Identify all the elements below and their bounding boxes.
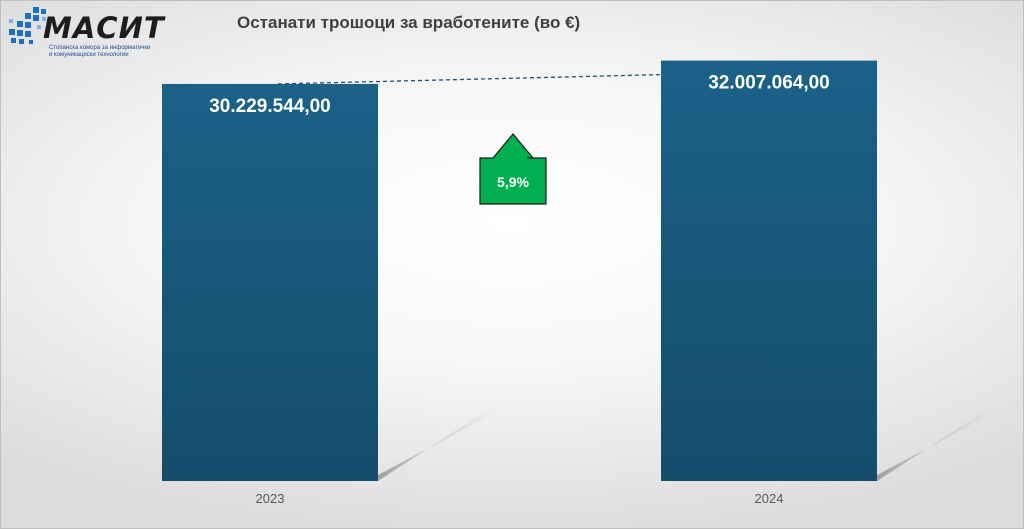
growth-up-arrow-icon — [479, 133, 547, 205]
x-tick-label: 2023 — [256, 491, 285, 506]
bar-value-label: 30.229.544,00 — [209, 96, 331, 117]
logo-mark-icon — [9, 7, 46, 44]
logo-subtitle-line2: и комуникациски технологии — [49, 52, 129, 58]
logo-wordmark: МАСИТ — [43, 11, 165, 45]
trend-line — [277, 73, 662, 85]
bar-2024 — [661, 60, 877, 482]
masit-logo: МАСИТ Стопанска комора за информатички и… — [9, 7, 199, 59]
bar-2023 — [162, 83, 378, 481]
x-tick-label: 2024 — [755, 491, 784, 506]
bar-value-label: 32.007.064,00 — [708, 73, 830, 94]
growth-percent-label: 5,9% — [497, 174, 529, 190]
bar-shadow — [378, 403, 498, 481]
bar-shadow — [877, 403, 997, 481]
logo-subtitle: Стопанска комора за информатички и комун… — [49, 45, 179, 59]
logo-subtitle-line1: Стопанска комора за информатички — [49, 45, 151, 51]
chart-title: Останати трошоци за вработените (во €) — [237, 13, 581, 32]
